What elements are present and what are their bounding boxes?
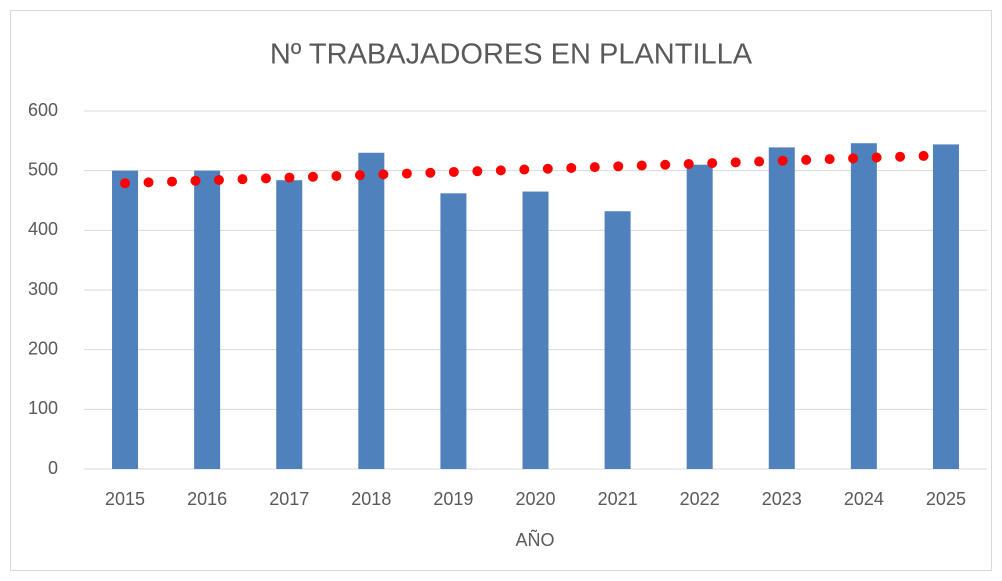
bar [768, 147, 795, 469]
x-axis-label: AÑO [515, 529, 554, 550]
trendline [120, 150, 951, 189]
bar [440, 193, 467, 469]
chart-title: Nº TRABAJADORES EN PLANTILLA [270, 39, 753, 71]
y-tick-label: 400 [28, 219, 58, 239]
x-tick-label: 2025 [926, 489, 966, 509]
x-tick-label: 2018 [351, 489, 391, 509]
y-tick-label: 0 [48, 458, 58, 478]
bar [850, 143, 877, 469]
bar [358, 152, 385, 469]
y-tick-label: 600 [28, 100, 58, 120]
x-tick-label: 2021 [598, 489, 638, 509]
x-tick-label: 2023 [762, 489, 802, 509]
x-tick-label: 2015 [105, 489, 145, 509]
y-tick-label: 300 [28, 279, 58, 299]
x-tick-label: 2017 [269, 489, 309, 509]
bar [604, 211, 631, 470]
x-tick-label: 2020 [515, 489, 555, 509]
bar [276, 180, 303, 470]
bar [686, 164, 713, 469]
bar [932, 144, 959, 469]
x-tick-label: 2016 [187, 489, 227, 509]
y-tick-label: 200 [28, 338, 58, 358]
x-tick-label: 2024 [844, 489, 884, 509]
x-tick-label: 2022 [680, 489, 720, 509]
bar [112, 170, 139, 469]
y-tick-label: 500 [28, 159, 58, 179]
bar [194, 170, 221, 469]
x-tick-label: 2019 [433, 489, 473, 509]
y-tick-label: 100 [28, 398, 58, 418]
bar [522, 191, 549, 470]
